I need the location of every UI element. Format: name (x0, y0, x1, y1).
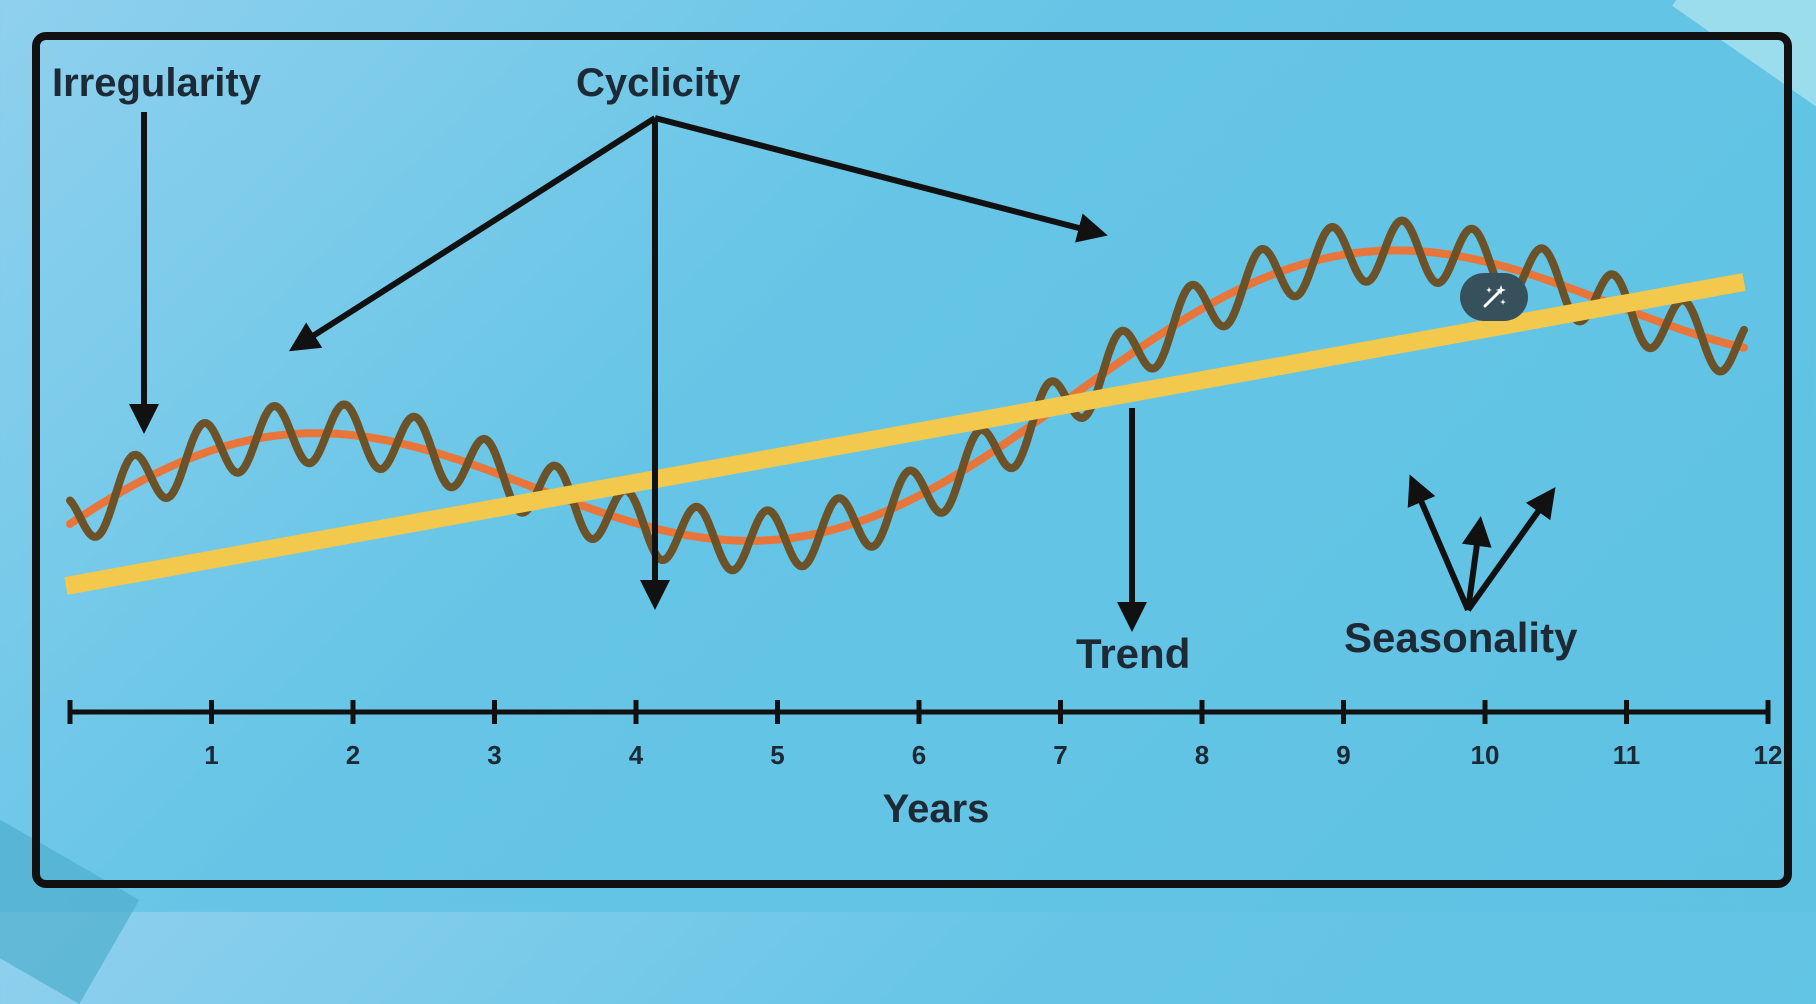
magic-wand-button[interactable] (1460, 273, 1528, 321)
time-series-curve (66, 216, 1748, 575)
x-axis-tick-label: 8 (1195, 740, 1209, 770)
x-axis-tick-label: 11 (1613, 740, 1641, 770)
seasonality-arrow-mid (1461, 516, 1492, 611)
x-axis-tick-label: 1 (204, 740, 218, 770)
x-axis-tick-label: 6 (912, 740, 926, 770)
x-axis-title: Years (883, 787, 990, 831)
irregularity-label: Irregularity (52, 61, 262, 105)
x-axis-tick-label: 7 (1053, 740, 1067, 770)
cyclicity-curve (66, 246, 1748, 545)
cyclicity-arrow-right (654, 115, 1108, 243)
trend-line (64, 273, 1746, 595)
seasonality-arrow-left (1407, 474, 1471, 612)
x-axis-tick-label: 3 (487, 740, 501, 770)
x-axis-tick-label: 10 (1471, 740, 1500, 770)
cyclicity-label: Cyclicity (576, 61, 741, 105)
seasonality-arrow-right (1465, 487, 1556, 612)
diagram-frame (32, 32, 1792, 888)
x-axis-tick-label: 4 (629, 740, 644, 770)
trend-label: Trend (1076, 630, 1190, 677)
seasonality-label: Seasonality (1344, 614, 1578, 661)
x-axis-tick-label: 2 (346, 740, 360, 770)
x-axis-tick-label: 12 (1754, 740, 1783, 770)
magic-wand-icon (1483, 285, 1506, 308)
x-axis-tick-label: 9 (1336, 740, 1350, 770)
cyclicity-arrow-left (288, 115, 657, 352)
time-series-diagram: Irregularity Cyclicity Trend Seasonality… (32, 32, 1792, 888)
x-axis-tick-label: 5 (770, 740, 784, 770)
